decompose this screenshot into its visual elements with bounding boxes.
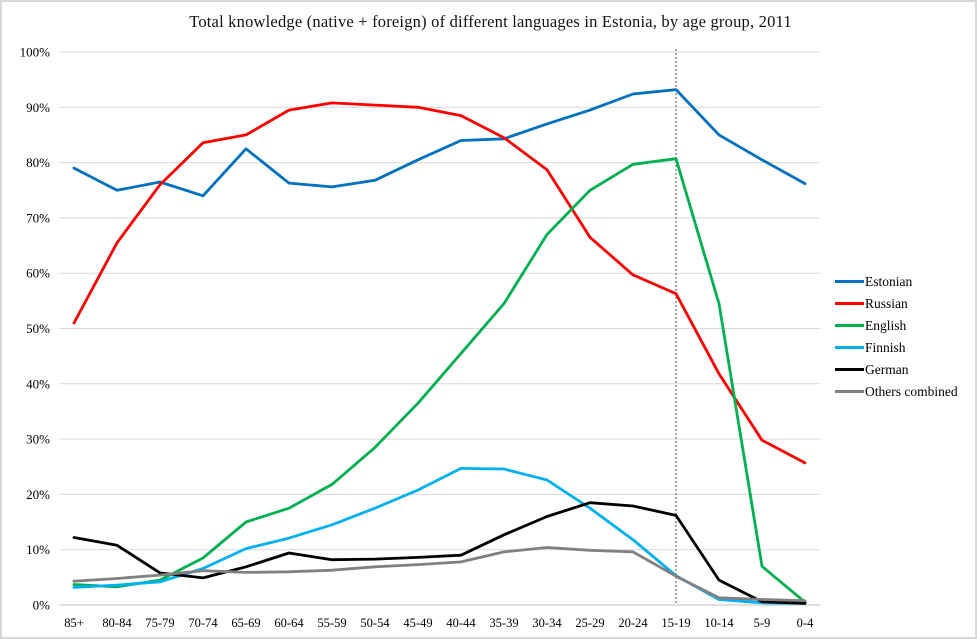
chart-title: Total knowledge (native + foreign) of di… (189, 12, 792, 31)
legend-item-estonian: Estonian (835, 274, 958, 289)
x-axis-tick-label: 55-59 (317, 616, 346, 630)
x-axis-tick-label: 25-29 (575, 616, 604, 630)
legend-label: Estonian (865, 273, 913, 289)
x-axis-tick-label: 85+ (64, 616, 84, 630)
legend-item-russian: Russian (835, 296, 958, 311)
legend-item-english: English (835, 318, 958, 333)
series-line-others-combined (72, 546, 807, 602)
legend-swatch-english (835, 324, 864, 327)
legend-label: Others combined (865, 383, 958, 399)
series-line-finnish (72, 466, 807, 605)
x-axis-tick-label: 0-4 (797, 616, 814, 630)
y-axis-tick-label: 40% (26, 376, 50, 391)
x-axis-tick-label: 5-9 (754, 616, 771, 630)
y-axis-tick-label: 90% (26, 100, 50, 115)
y-axis-tick-label: 80% (26, 155, 50, 170)
series-line-german (72, 501, 807, 605)
series-line-estonian (72, 88, 807, 198)
x-axis-tick-label: 45-49 (403, 616, 432, 630)
legend-item-finnish: Finnish (835, 340, 958, 355)
series-line-russian (72, 101, 807, 465)
x-axis-tick-label: 75-79 (145, 616, 174, 630)
y-axis-tick-label: 20% (26, 487, 50, 502)
y-axis-tick-label: 60% (26, 266, 50, 281)
series-line-english (72, 157, 807, 604)
legend-label: German (865, 361, 909, 377)
x-axis-tick-label: 20-24 (618, 616, 648, 630)
legend-item-german: German (835, 362, 958, 377)
legend: Estonian Russian English Finnish German Other… (835, 274, 958, 399)
legend-label: English (865, 317, 907, 333)
legend-swatch-russian (835, 302, 864, 305)
y-axis-tick-label: 50% (26, 321, 50, 336)
x-axis-tick-label: 10-14 (704, 616, 734, 630)
x-axis-tick-label: 70-74 (188, 616, 218, 630)
legend-label: Russian (865, 295, 908, 311)
y-axis-tick-label: 100% (20, 45, 51, 60)
legend-swatch-finnish (835, 346, 864, 349)
y-axis-tick-label: 0% (33, 598, 51, 613)
x-axis-tick-label: 40-44 (446, 616, 476, 630)
x-axis-tick-label: 65-69 (231, 616, 260, 630)
x-axis-tick-label: 35-39 (489, 616, 518, 630)
legend-swatch-german (835, 368, 864, 371)
x-axis-tick-label: 80-84 (102, 616, 132, 630)
y-axis-tick-label: 70% (26, 210, 50, 225)
x-axis-tick-label: 30-34 (532, 616, 562, 630)
x-axis-tick-label: 15-19 (661, 616, 690, 630)
legend-label: Finnish (865, 339, 906, 355)
x-axis-tick-label: 60-64 (274, 616, 304, 630)
legend-item-others-combined: Others combined (835, 384, 958, 399)
y-axis-tick-label: 10% (26, 542, 50, 557)
legend-swatch-others-combined (835, 390, 864, 393)
legend-swatch-estonian (835, 280, 864, 283)
x-axis-tick-label: 50-54 (360, 616, 390, 630)
y-axis-tick-label: 30% (26, 432, 50, 447)
